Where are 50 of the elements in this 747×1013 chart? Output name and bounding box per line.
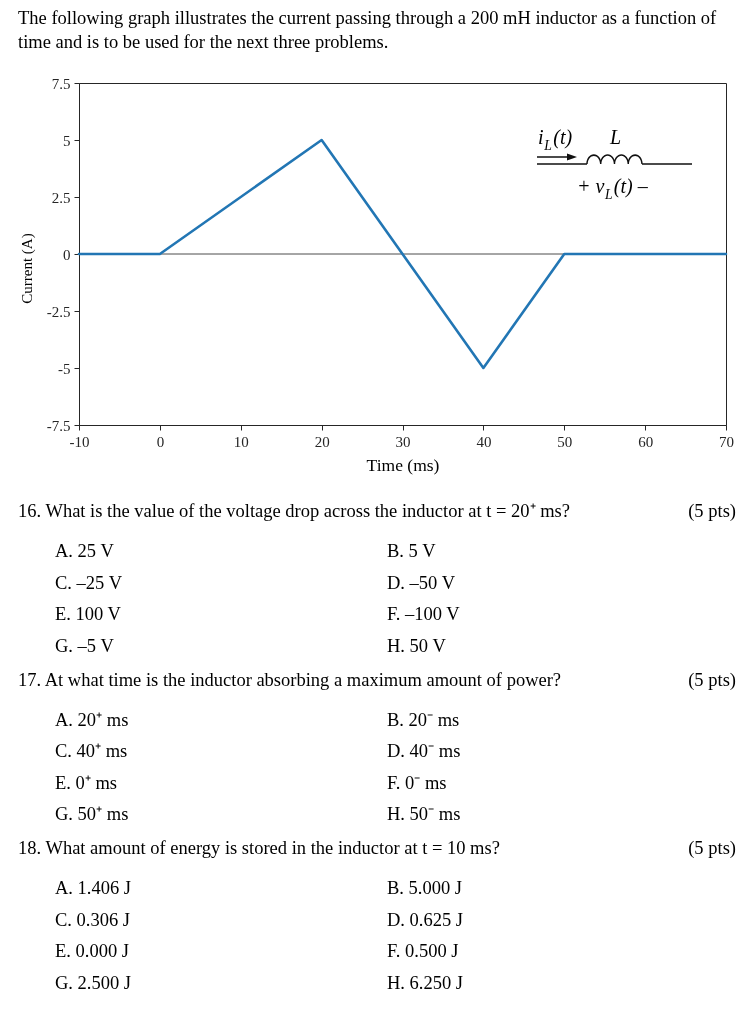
x-axis-title: Time (ms) <box>366 454 440 475</box>
text: B. 5.000 J <box>387 878 463 899</box>
chart-title: The following graph illustrates the current passing through a 200 mH inductor as a function of time and is to be used for the next three problems. <box>18 7 718 52</box>
x-tick-label: 50 <box>557 433 573 450</box>
text: 17. At what time is the inductor absorbing a maximum amount of power? <box>18 669 562 690</box>
text: H. 6.250 J <box>387 972 464 993</box>
text: B. 20⁻ ms <box>387 709 460 730</box>
y-tick-label: -2.5 <box>46 303 71 320</box>
x-tick-label: 40 <box>476 433 492 450</box>
y-tick-label: 2.5 <box>51 189 71 206</box>
text: 18. What amount of energy is stored in the inductor at t = 10 ms? <box>18 838 500 859</box>
text: F. –100 V <box>387 604 461 625</box>
y-tick-label: 0 <box>63 246 71 263</box>
y-axis-title: Current (A) <box>18 233 36 304</box>
x-tick-label: 10 <box>233 433 249 450</box>
text: C. 40⁺ ms <box>55 741 128 762</box>
x-tick-label: 0 <box>156 433 165 450</box>
text: G. 2.500 J <box>55 972 132 993</box>
text: F. 0⁻ ms <box>387 772 447 793</box>
x-tick-label: 60 <box>638 433 654 450</box>
text: G. –5 V <box>55 635 115 656</box>
text: A. 1.406 J <box>55 878 132 899</box>
text: (5 pts) <box>688 669 736 691</box>
y-tick-label: -7.5 <box>46 417 71 434</box>
text: D. 40⁻ ms <box>387 741 461 762</box>
y-tick-label: -5 <box>58 360 71 377</box>
x-tick-label: 70 <box>719 433 734 450</box>
text: H. 50⁻ ms <box>387 804 461 825</box>
text: B. 5 V <box>387 541 437 562</box>
text: F. 0.500 J <box>387 941 459 962</box>
text: D. –50 V <box>387 572 456 593</box>
text: D. 0.625 J <box>387 909 464 930</box>
text: 16. What is the value of the voltage drop across the inductor at t = 20⁺ ms? <box>18 501 570 522</box>
text: A. 20⁺ ms <box>55 709 129 730</box>
y-tick-label: 5 <box>63 132 71 149</box>
y-tick-label: 7.5 <box>51 75 71 92</box>
x-tick-label: -10 <box>69 433 90 450</box>
text: E. 100 V <box>55 604 122 625</box>
text: (5 pts) <box>688 838 736 859</box>
text: (5 pts) <box>688 501 736 522</box>
text: C. 0.306 J <box>55 909 131 930</box>
x-tick-label: 30 <box>395 433 411 450</box>
text: G. 50⁺ ms <box>55 804 129 825</box>
text: A. 25 V <box>55 541 115 562</box>
text: H. 50 V <box>387 635 447 656</box>
text: C. –25 V <box>55 572 123 593</box>
text: E. 0⁺ ms <box>55 772 118 793</box>
x-tick-label: 20 <box>314 433 330 450</box>
annotation: L <box>609 126 622 148</box>
text: E. 0.000 J <box>55 941 129 962</box>
